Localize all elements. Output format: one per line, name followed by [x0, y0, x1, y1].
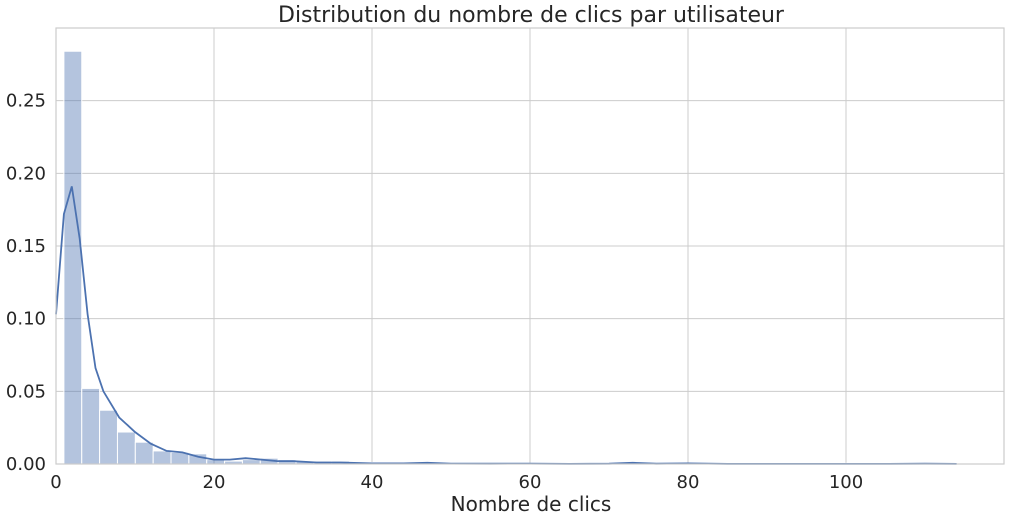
x-tick-label: 100 [829, 472, 863, 493]
grid-lines [56, 28, 1004, 464]
histogram-bar [63, 50, 83, 465]
histogram-bar [134, 441, 154, 465]
y-tick-label: 0.25 [6, 91, 46, 112]
histogram-bar [241, 459, 261, 465]
y-tick-label: 0.15 [6, 236, 46, 257]
x-axis-label: Nombre de clics [451, 492, 612, 516]
y-tick-label: 0.05 [6, 381, 46, 402]
x-tick-label: 0 [50, 472, 61, 493]
x-tick-label: 20 [203, 472, 226, 493]
histogram-bar [99, 409, 118, 465]
y-tick-label: 0.00 [6, 454, 46, 475]
y-tick-label: 0.10 [6, 309, 46, 330]
chart-title: Distribution du nombre de clics par util… [278, 3, 785, 28]
x-tick-label: 60 [519, 472, 542, 493]
x-axis-ticks: 0 20 40 60 80 100 [50, 472, 863, 493]
x-tick-label: 80 [677, 472, 700, 493]
plot-frame [55, 27, 1005, 465]
y-axis-ticks: 0.00 0.05 0.10 0.15 0.20 0.25 [6, 91, 46, 475]
y-tick-label: 0.20 [6, 163, 46, 184]
x-tick-label: 40 [361, 472, 384, 493]
histogram-bar [152, 450, 172, 465]
histogram-bar [81, 387, 101, 465]
histogram-bar [116, 431, 136, 465]
